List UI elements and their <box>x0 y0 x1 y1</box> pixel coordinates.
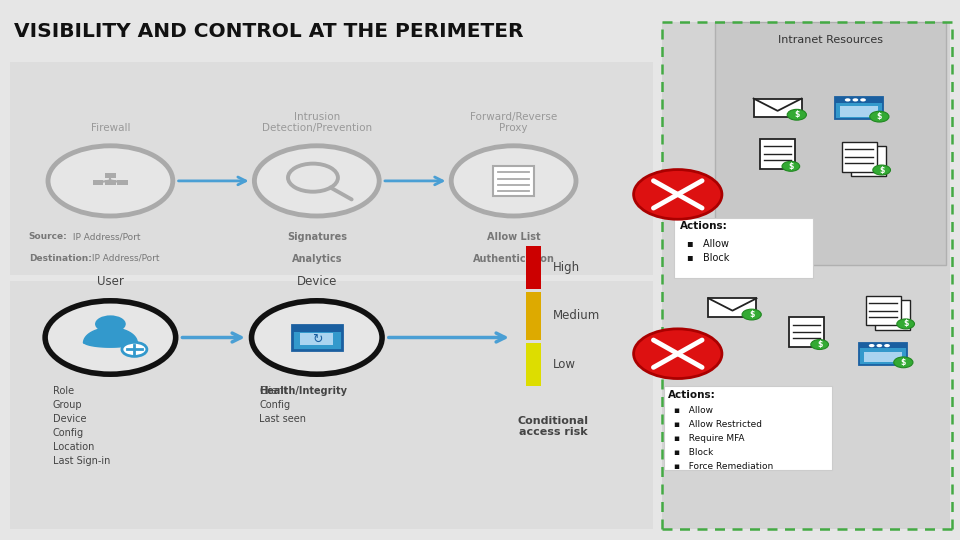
Circle shape <box>782 161 800 171</box>
Text: $: $ <box>879 166 884 174</box>
Circle shape <box>48 146 173 216</box>
FancyBboxPatch shape <box>876 300 910 330</box>
Text: Actions:: Actions: <box>668 390 716 401</box>
Text: ▪   Force Remediation: ▪ Force Remediation <box>674 462 773 471</box>
FancyBboxPatch shape <box>715 22 946 265</box>
Text: Destination:: Destination: <box>29 254 91 263</box>
Circle shape <box>869 344 875 347</box>
Text: $: $ <box>876 112 882 121</box>
FancyBboxPatch shape <box>789 317 824 347</box>
Text: High: High <box>553 261 580 274</box>
Circle shape <box>873 165 891 175</box>
FancyBboxPatch shape <box>754 98 802 117</box>
FancyBboxPatch shape <box>866 295 900 326</box>
Text: Analytics: Analytics <box>292 254 342 264</box>
Text: ▪   Require MFA: ▪ Require MFA <box>674 434 744 443</box>
FancyBboxPatch shape <box>708 298 756 317</box>
Circle shape <box>634 170 722 219</box>
Text: Medium: Medium <box>553 309 600 322</box>
FancyBboxPatch shape <box>835 97 883 103</box>
FancyBboxPatch shape <box>106 173 115 178</box>
Circle shape <box>894 357 913 368</box>
Circle shape <box>122 342 147 356</box>
Circle shape <box>45 301 176 374</box>
FancyBboxPatch shape <box>664 386 832 470</box>
FancyBboxPatch shape <box>674 218 813 278</box>
FancyBboxPatch shape <box>106 180 115 185</box>
Circle shape <box>845 98 851 102</box>
Text: Actions:: Actions: <box>680 221 728 232</box>
FancyBboxPatch shape <box>526 246 541 289</box>
Text: ↻: ↻ <box>312 333 322 346</box>
Text: Role
Group
Device
Config
Location
Last Sign-in: Role Group Device Config Location Last S… <box>53 386 110 466</box>
Text: Intrusion
Detection/Prevention: Intrusion Detection/Prevention <box>262 112 372 133</box>
Text: Conditional
access risk: Conditional access risk <box>517 416 588 437</box>
FancyBboxPatch shape <box>300 333 333 345</box>
Text: ▪   Allow Restricted: ▪ Allow Restricted <box>674 420 762 429</box>
FancyBboxPatch shape <box>840 106 878 117</box>
FancyBboxPatch shape <box>117 180 128 185</box>
Circle shape <box>252 301 382 374</box>
Circle shape <box>451 146 576 216</box>
Text: Signatures: Signatures <box>287 232 347 242</box>
FancyBboxPatch shape <box>842 141 876 172</box>
FancyBboxPatch shape <box>864 352 902 362</box>
Circle shape <box>897 319 915 329</box>
Circle shape <box>811 340 828 349</box>
Circle shape <box>876 344 882 347</box>
Text: User: User <box>97 275 124 288</box>
Text: Low: Low <box>553 358 576 371</box>
Circle shape <box>787 109 806 120</box>
Text: Device: Device <box>297 275 337 288</box>
Text: $: $ <box>788 162 794 171</box>
FancyBboxPatch shape <box>859 343 907 364</box>
Circle shape <box>95 315 126 333</box>
FancyBboxPatch shape <box>292 325 342 350</box>
Text: $: $ <box>903 320 908 328</box>
Polygon shape <box>84 328 137 347</box>
Text: Health/Integrity: Health/Integrity <box>259 386 348 396</box>
Text: VISIBILITY AND CONTROL AT THE PERIMETER: VISIBILITY AND CONTROL AT THE PERIMETER <box>14 22 524 40</box>
Text: Allow List: Allow List <box>487 232 540 242</box>
FancyBboxPatch shape <box>526 343 541 386</box>
FancyBboxPatch shape <box>526 292 541 340</box>
Text: $: $ <box>794 110 800 119</box>
Text: IP Address/Port: IP Address/Port <box>70 232 140 241</box>
Text: ▪   Block: ▪ Block <box>674 448 713 457</box>
Text: Intranet Resources: Intranet Resources <box>778 35 883 45</box>
Text: $: $ <box>817 340 823 349</box>
FancyBboxPatch shape <box>93 180 104 185</box>
FancyBboxPatch shape <box>835 97 883 119</box>
Circle shape <box>254 146 379 216</box>
Circle shape <box>884 344 890 347</box>
FancyBboxPatch shape <box>292 325 342 332</box>
Text: IP Address/Port: IP Address/Port <box>89 254 159 263</box>
FancyBboxPatch shape <box>662 22 950 529</box>
Text: ▪   Block: ▪ Block <box>687 253 730 263</box>
Text: $: $ <box>749 310 755 319</box>
Circle shape <box>860 98 866 102</box>
FancyBboxPatch shape <box>859 343 907 348</box>
FancyBboxPatch shape <box>760 139 795 169</box>
Circle shape <box>870 111 889 122</box>
FancyBboxPatch shape <box>852 146 886 176</box>
Circle shape <box>634 329 722 379</box>
FancyBboxPatch shape <box>10 62 653 275</box>
FancyBboxPatch shape <box>10 281 653 529</box>
FancyBboxPatch shape <box>493 166 534 195</box>
Circle shape <box>852 98 858 102</box>
Text: ▪   Allow: ▪ Allow <box>674 406 713 415</box>
Text: $: $ <box>900 358 906 367</box>
Text: Firewall: Firewall <box>90 123 131 133</box>
Text: Source:: Source: <box>29 232 67 241</box>
Circle shape <box>742 309 761 320</box>
Text: Authentication: Authentication <box>472 254 555 264</box>
Text: Client
Config
Last seen: Client Config Last seen <box>259 386 306 424</box>
Text: ▪   Allow: ▪ Allow <box>687 239 730 249</box>
Text: Forward/Reverse
Proxy: Forward/Reverse Proxy <box>470 112 557 133</box>
